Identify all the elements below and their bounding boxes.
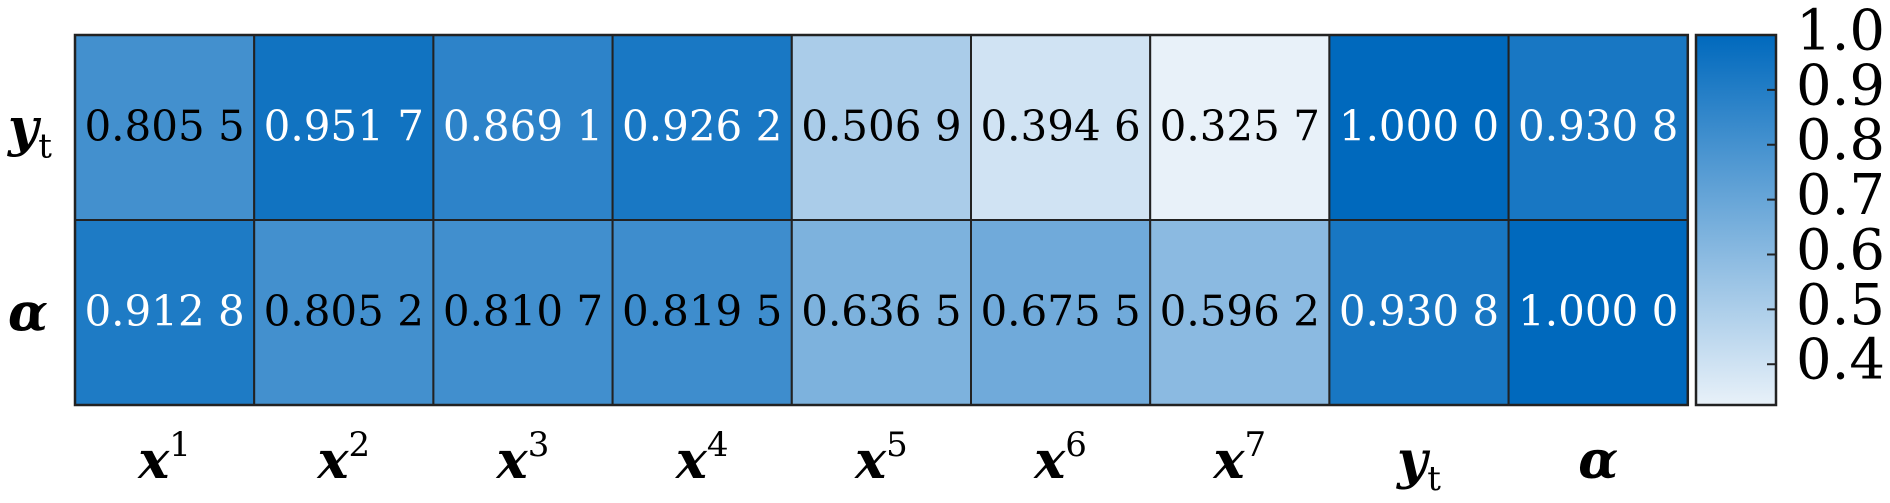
heatmap-cells	[73, 33, 1690, 407]
x-tick-label-4: x5	[854, 425, 908, 491]
x-tick-label-3: x4	[675, 425, 729, 491]
heatmap-cell-r0-c0	[74, 34, 256, 221]
heatmap-cell-r0-c5	[970, 34, 1152, 221]
y-axis-tick-labels: yt α	[7, 98, 52, 344]
x-tick-label-8: α	[1578, 430, 1618, 491]
colorbar-tick-label-1: 0.5	[1796, 273, 1885, 338]
colorbar-tick-label-4: 0.8	[1796, 108, 1885, 173]
heatmap-cell-r0-c7	[1328, 34, 1510, 221]
cell-label-r0-c2: 0.869 1	[443, 102, 603, 151]
cell-label-r0-c4: 0.506 9	[801, 102, 961, 151]
heatmap-cell-r0-c4	[790, 34, 972, 221]
x-tick-label-6: x7	[1212, 425, 1266, 491]
cell-label-r1-c0: 0.912 8	[84, 287, 244, 336]
cell-label-r1-c4: 0.636 5	[801, 287, 961, 336]
cell-label-r1-c2: 0.810 7	[443, 287, 603, 336]
cell-label-r1-c8: 1.000 0	[1518, 287, 1678, 336]
x-axis-tick-labels: x1 x2 x3 x4 x5 x6 x7 yt α	[137, 425, 1618, 499]
heatmap-border	[73, 33, 1690, 407]
x-tick-label-1: x2	[316, 425, 370, 491]
cell-label-r0-c1: 0.951 7	[264, 102, 424, 151]
heatmap-cell-r0-c3	[611, 34, 793, 221]
heatmap-cell-r1-c7	[1328, 219, 1510, 406]
cell-label-r0-c0: 0.805 5	[84, 102, 244, 151]
colorbar: 0.40.50.60.70.80.91.0	[1694, 0, 1885, 407]
cell-label-r0-c3: 0.926 2	[622, 102, 782, 151]
colorbar-tick-label-6: 1.0	[1796, 0, 1885, 64]
cell-label-r0-c5: 0.394 6	[980, 102, 1140, 151]
heatmap-cell-r1-c2	[432, 219, 614, 406]
x-tick-label-2: x3	[496, 425, 550, 491]
colorbar-tick-label-3: 0.7	[1796, 163, 1885, 228]
cell-label-r0-c8: 0.930 8	[1518, 102, 1678, 151]
cell-label-r0-c7: 1.000 0	[1339, 102, 1499, 151]
colorbar-gradient	[1694, 33, 1778, 407]
cell-label-r0-c6: 0.325 7	[1160, 102, 1320, 151]
y-tick-label-1: α	[8, 283, 48, 344]
cell-label-r1-c7: 0.930 8	[1339, 287, 1499, 336]
x-tick-label-0: x1	[137, 425, 191, 491]
colorbar-tick-label-2: 0.6	[1796, 218, 1885, 283]
heatmap-cell-r1-c5	[970, 219, 1152, 406]
y-tick-label-0: yt	[7, 98, 52, 167]
cell-label-r1-c5: 0.675 5	[980, 287, 1140, 336]
colorbar-tick-label-5: 0.9	[1796, 53, 1885, 118]
cell-label-r1-c1: 0.805 2	[264, 287, 424, 336]
heatmap-cell-r1-c8	[1507, 219, 1689, 406]
cell-label-r1-c6: 0.596 2	[1160, 287, 1320, 336]
x-tick-label-5: x6	[1033, 425, 1087, 491]
heatmap-cell-labels: 0.805 5 0.951 7 0.869 1 0.926 2 0.506 9 0.394…	[84, 102, 1678, 336]
x-tick-label-7: yt	[1396, 430, 1441, 499]
heatmap-cell-r0-c1	[253, 34, 435, 221]
heatmap-cell-r1-c6	[1149, 219, 1331, 406]
heatmap-cell-r1-c4	[790, 219, 972, 406]
colorbar-tick-label-0: 0.4	[1796, 328, 1885, 393]
cell-label-r1-c3: 0.819 5	[622, 287, 782, 336]
heatmap-cell-r1-c3	[611, 219, 793, 406]
heatmap-cell-r1-c0	[74, 219, 256, 406]
